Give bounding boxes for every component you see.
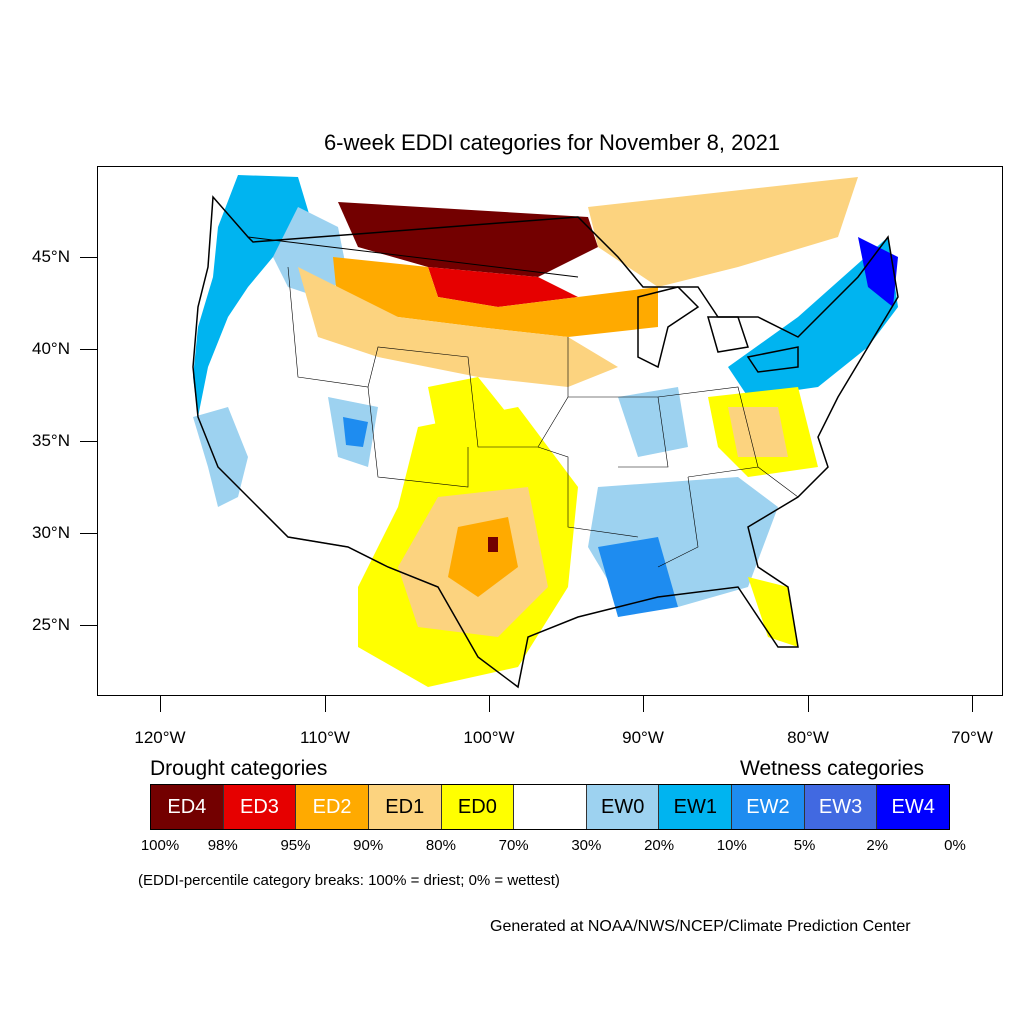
legend-cell-neutral xyxy=(514,785,587,829)
mexico-border xyxy=(287,536,439,588)
drought-ed0-florida xyxy=(748,577,798,647)
legend-break-label: 10% xyxy=(716,837,747,854)
legend-break-label: 80% xyxy=(425,837,456,854)
wet-region-maine xyxy=(858,237,898,307)
lon-label-90w: 90°W xyxy=(622,728,664,747)
lat-tick xyxy=(80,349,97,350)
wet-region-pnw xyxy=(193,175,313,417)
canada-border xyxy=(247,236,579,278)
lon-tick xyxy=(160,696,161,712)
legend-break-label: 5% xyxy=(793,837,816,854)
legend-cell-ed3: ED3 xyxy=(223,785,297,829)
lon-tick xyxy=(325,696,326,712)
wet-region-california xyxy=(193,407,248,507)
lon-label-80w: 80°W xyxy=(787,728,829,747)
legend-cell-ed4: ED4 xyxy=(151,785,224,829)
lon-tick xyxy=(808,696,809,712)
legend-cell-ew1: EW1 xyxy=(659,785,733,829)
lat-tick xyxy=(80,625,97,626)
lat-label-45n: 45°N xyxy=(32,247,70,266)
legend-cell-ew0: EW0 xyxy=(586,785,660,829)
lat-label-40n: 40°N xyxy=(32,339,70,358)
lon-label-120w: 120°W xyxy=(134,728,186,747)
drought-ed0-central xyxy=(428,377,518,457)
category-note: (EDDI-percentile category breaks: 100% =… xyxy=(138,872,560,889)
category-fills xyxy=(193,175,898,687)
legend-break-label: 98% xyxy=(207,837,238,854)
wet-region-utah-dark xyxy=(343,417,368,447)
lat-tick xyxy=(80,533,97,534)
map-title: 6-week EDDI categories for November 8, 2… xyxy=(323,130,781,155)
legend-cell-ew2: EW2 xyxy=(732,785,805,829)
legend-cell-ed2: ED2 xyxy=(296,785,369,829)
legend-break-label: 95% xyxy=(280,837,311,854)
legend-break-label: 0% xyxy=(944,837,966,854)
boundaries xyxy=(192,195,899,689)
credit-line: Generated at NOAA/NWS/NCEP/Climate Predi… xyxy=(490,918,911,935)
legend-break-label: 30% xyxy=(571,837,602,854)
legend-wetness-heading: Wetness categories xyxy=(740,757,925,780)
legend-cell-ed0: ED0 xyxy=(441,785,515,829)
drought-ed3-north xyxy=(428,267,578,307)
lat-label-35n: 35°N xyxy=(32,431,70,450)
legend-drought-heading: Drought categories xyxy=(150,757,328,780)
lon-tick xyxy=(643,696,644,712)
lat-tick xyxy=(80,257,97,258)
legend-break-label: 90% xyxy=(353,837,384,854)
great-lakes xyxy=(637,286,799,373)
lon-label-70w: 70°W xyxy=(951,728,993,747)
legend-break-label: 20% xyxy=(644,837,675,854)
state-lines xyxy=(287,266,799,568)
lon-label-110w: 110°W xyxy=(300,728,350,747)
drought-ed2-north xyxy=(333,257,658,337)
lat-label-30n: 30°N xyxy=(32,523,70,542)
wet-region-pnw-light xyxy=(273,207,348,297)
legend-cell-ew3: EW3 xyxy=(804,785,878,829)
lon-tick xyxy=(489,696,490,712)
eddi-map xyxy=(97,166,1003,696)
drought-ed1-central xyxy=(298,267,618,387)
eddi-map-svg xyxy=(192,175,899,689)
drought-ed3-texas xyxy=(488,537,498,552)
lon-label-100w: 100°W xyxy=(463,728,515,747)
legend-break-label: 2% xyxy=(866,837,889,854)
wet-region-northeast xyxy=(728,237,898,397)
lat-tick xyxy=(80,441,97,442)
lat-label-25n: 25°N xyxy=(32,615,70,634)
drought-ed1-appalachia xyxy=(728,407,788,457)
legend-break-label: 100% xyxy=(140,837,180,854)
drought-ed2-texas xyxy=(448,517,518,597)
lon-tick xyxy=(972,696,973,712)
drought-ed1-north xyxy=(588,177,858,287)
legend-cell-ed1: ED1 xyxy=(368,785,442,829)
conus-outline xyxy=(192,195,899,689)
legend-cell-ew4: EW4 xyxy=(877,785,950,829)
legend-break-label: 70% xyxy=(498,837,529,854)
legend-color-bar: ED4 ED3 ED2 ED1 ED0 EW0 EW1 EW2 EW3 EW4 xyxy=(150,784,950,830)
wet-region-midwest xyxy=(618,387,688,457)
